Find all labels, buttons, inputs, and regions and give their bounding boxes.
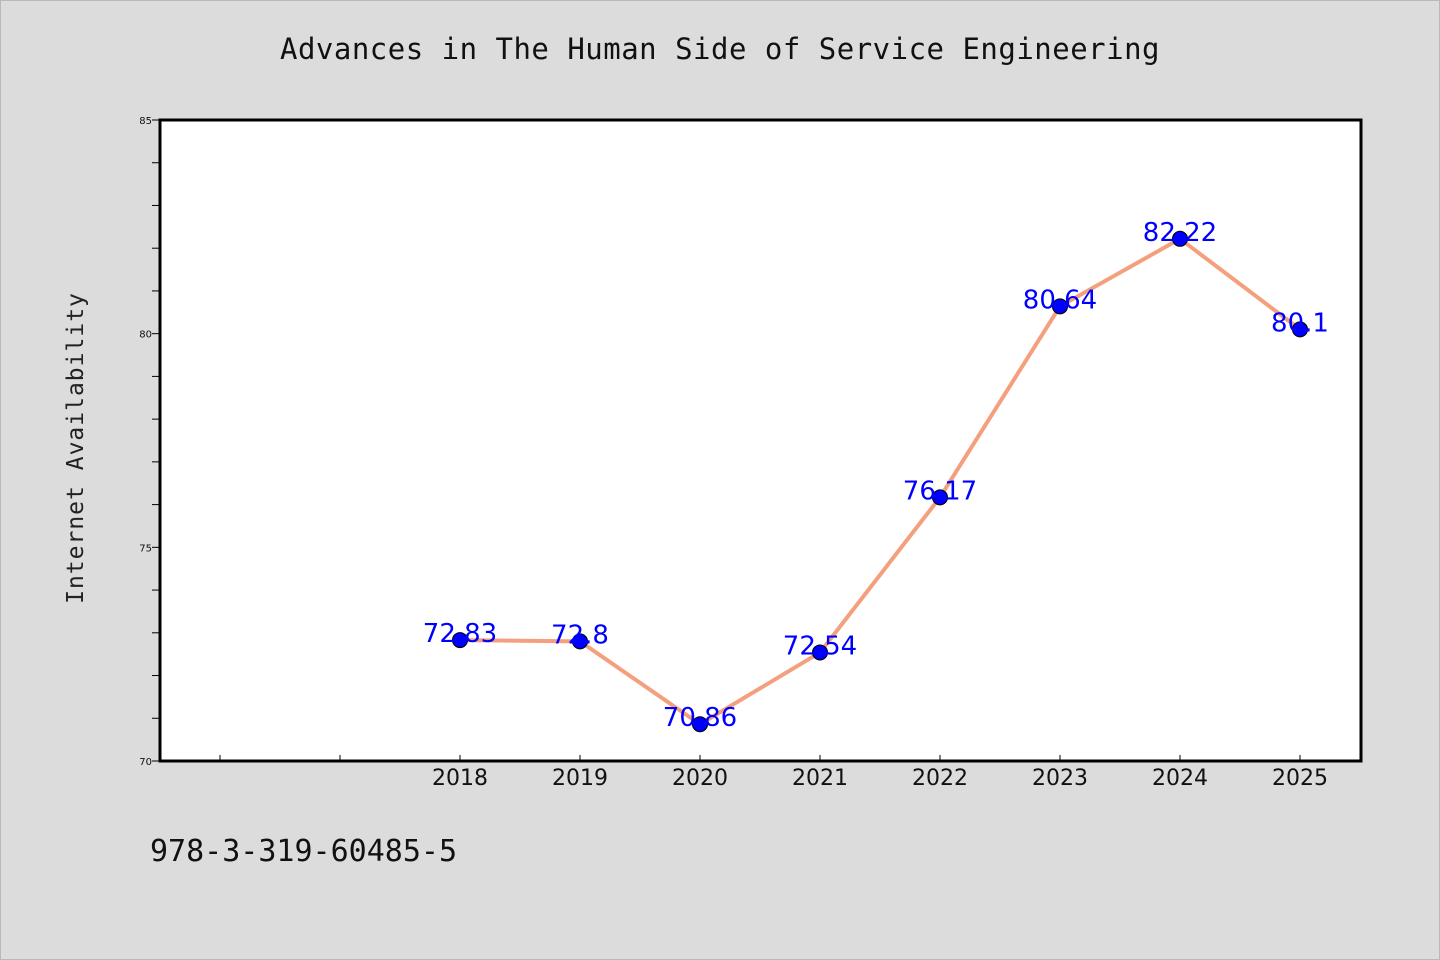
y-tick-label: 70 [139,757,152,768]
data-point [932,489,948,506]
data-point [1172,230,1188,247]
data-labels: 72.83 72.8 70.86 72.54 76.17 80.64 82.22 80.1 [423,218,1329,733]
x-tick-label: 2025 [1272,766,1328,791]
data-label: 70.86 [663,703,737,733]
y-tick-label: 75 [139,543,152,554]
data-label: 82.22 [1143,218,1217,248]
x-tick-label: 2019 [552,766,608,791]
series-line [458,236,1302,727]
x-tick-label: 2020 [672,766,728,791]
x-tick-label: 2024 [1152,766,1208,791]
data-label: 72.83 [423,619,497,649]
data-label: 72.8 [551,620,609,650]
data-point [812,644,828,661]
data-label: 80.64 [1023,285,1097,315]
x-tick-label: 2022 [912,766,968,791]
y-tick-label: 80 [139,330,152,341]
data-point [1292,321,1308,338]
x-tick-label: 2023 [1032,766,1088,791]
data-point [452,632,468,649]
data-label: 72.54 [783,631,857,661]
x-tick-label: 2021 [792,766,848,791]
data-label: 76.17 [903,476,977,506]
data-point [1052,298,1068,315]
y-tick-label: 85 [139,116,152,127]
footer-code: 978-3-319-60485-5 [150,834,458,869]
chart-title: Advances in The Human Side of Service En… [279,32,1160,66]
series-layer [452,230,1308,733]
data-point [692,716,708,733]
plot-area [158,118,1363,763]
data-label: 80.1 [1271,308,1329,338]
data-point [572,633,588,650]
axis-ticks: 70 75 80 85 2018 2019 2020 2021 2022 2023 2024 2025 [139,116,1328,791]
x-tick-label: 2018 [432,766,488,791]
